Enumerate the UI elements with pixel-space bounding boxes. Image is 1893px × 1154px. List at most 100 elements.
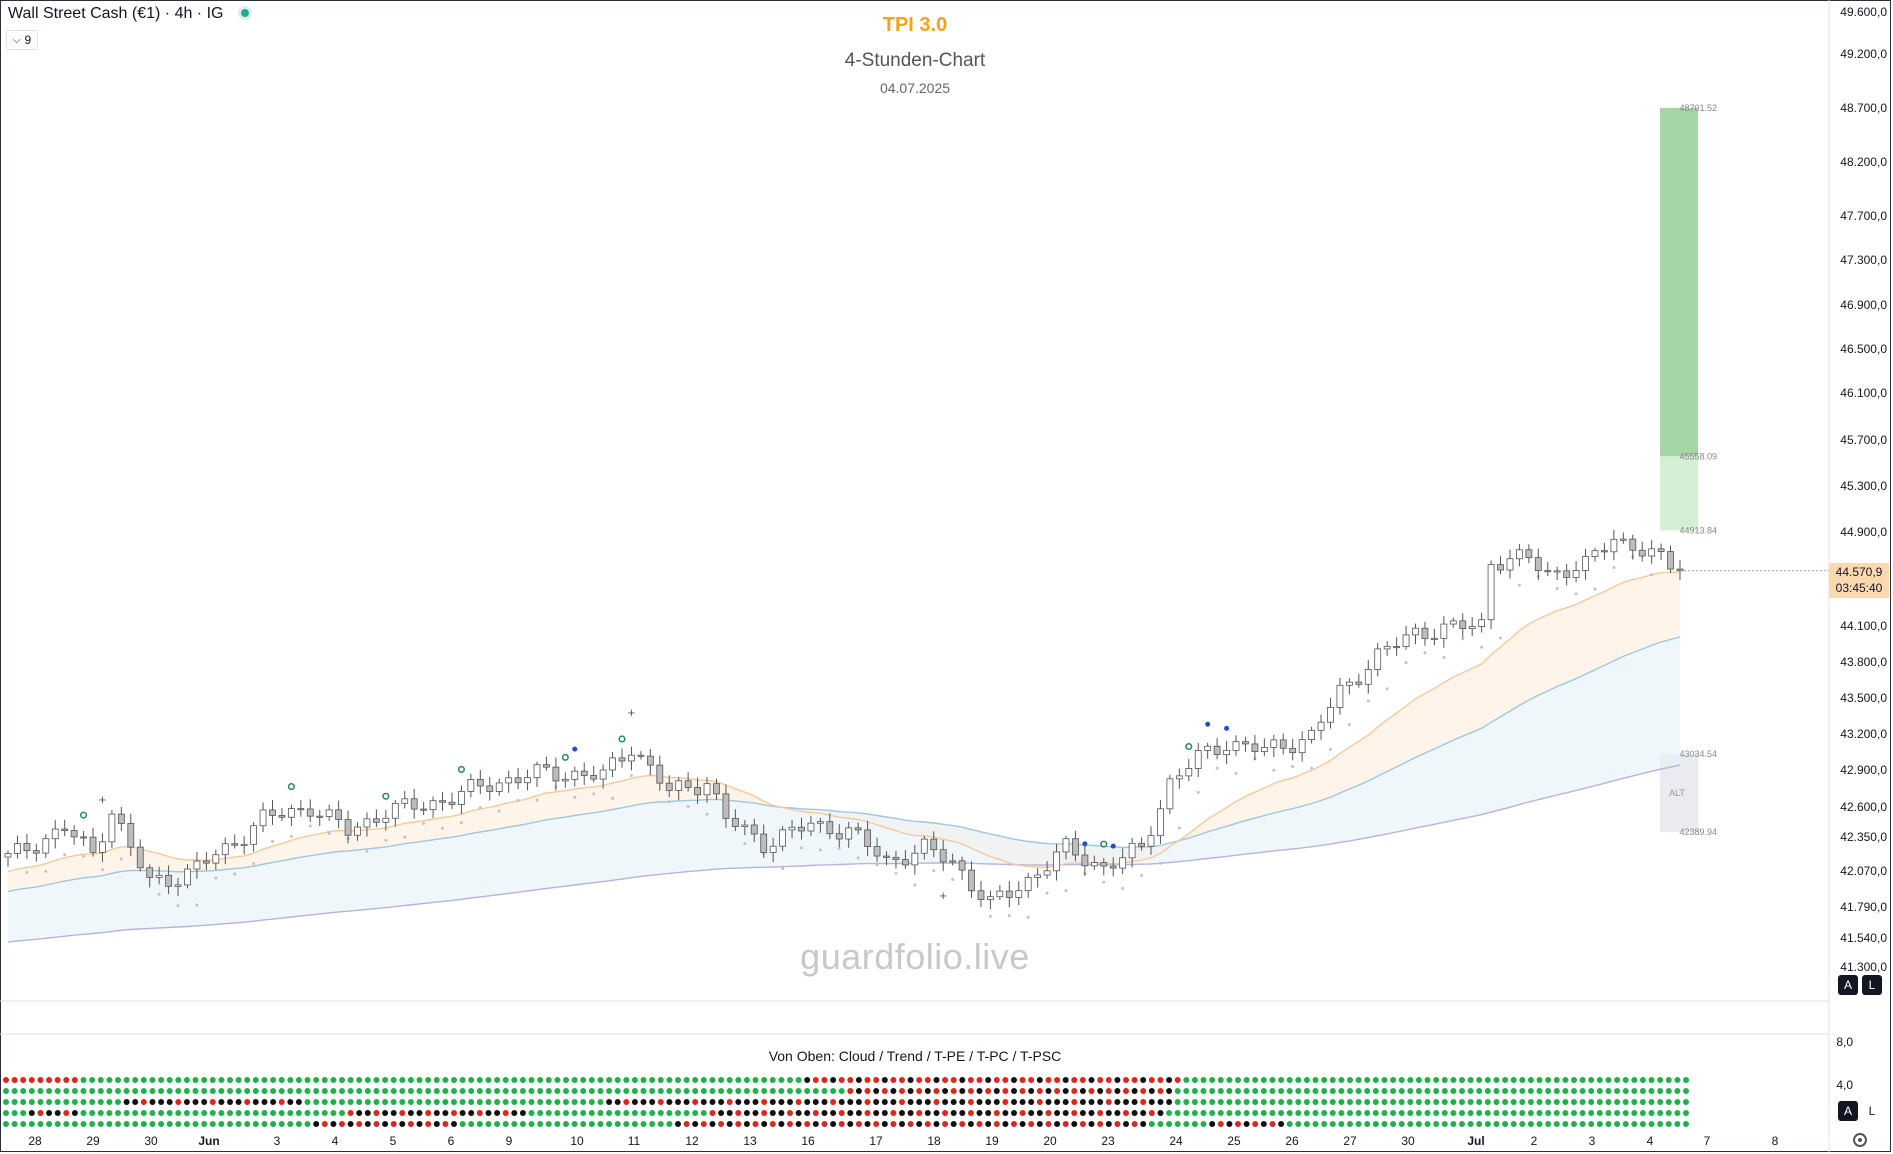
pane-auto-scale-button[interactable]: A xyxy=(1838,1101,1858,1121)
candle-body xyxy=(1043,870,1051,876)
candle-body xyxy=(240,843,248,846)
symbol-label: Wall Street Cash (€1) · 4h · IG xyxy=(8,5,224,22)
indicator-dot xyxy=(339,1121,345,1127)
candle xyxy=(1053,843,1060,881)
trail-dot xyxy=(1310,766,1314,770)
target-label: 48701.52 xyxy=(1679,103,1717,113)
indicator-dot xyxy=(950,1110,957,1116)
candle xyxy=(1081,845,1089,876)
indicator-dot xyxy=(873,1121,880,1127)
indicator-dot xyxy=(675,1121,681,1127)
trail-dot xyxy=(1442,656,1446,660)
settings-gear-icon[interactable] xyxy=(1853,1133,1867,1147)
indicator-dot xyxy=(554,1099,561,1105)
indicator-dot xyxy=(494,1088,501,1094)
indicator-dot xyxy=(1381,1088,1388,1094)
indicator-dot xyxy=(476,1099,483,1105)
trail-dot xyxy=(63,853,67,857)
candle xyxy=(1657,543,1665,561)
indicator-dot xyxy=(1571,1099,1577,1105)
indicator-dot xyxy=(1364,1121,1371,1127)
indicator-dot xyxy=(1502,1088,1509,1094)
indicator-dot xyxy=(657,1099,664,1105)
indicator-dot xyxy=(46,1121,53,1127)
trail-dot xyxy=(25,870,29,874)
trail-dot xyxy=(308,824,312,828)
auto-scale-button[interactable]: A xyxy=(1838,975,1858,995)
indicator-dot xyxy=(1105,1110,1112,1116)
indicator-dot xyxy=(1639,1077,1646,1083)
indicator-dot xyxy=(339,1088,345,1094)
candle-body xyxy=(1260,747,1268,753)
indicator-dot xyxy=(631,1099,638,1105)
indicator-dot xyxy=(873,1099,880,1105)
indicator-dot xyxy=(1407,1110,1414,1116)
indicator-dot xyxy=(683,1121,690,1127)
candle-body xyxy=(1525,549,1533,559)
indicator-collapse-button[interactable]: ⌵ 9 xyxy=(6,30,38,50)
indicator-dot xyxy=(1114,1121,1121,1127)
price-axis-label: 43.800,0 xyxy=(1840,655,1887,669)
indicator-dot xyxy=(1131,1088,1138,1094)
indicator-dot xyxy=(1174,1110,1181,1116)
indicator-dot xyxy=(967,1088,974,1094)
indicator-dot xyxy=(1045,1110,1052,1116)
candle-body xyxy=(184,868,191,886)
indicator-dot xyxy=(1321,1088,1328,1094)
indicator-dot xyxy=(28,1077,35,1083)
candle-body xyxy=(637,754,645,757)
indicator-dot xyxy=(46,1099,53,1105)
indicator-dot xyxy=(787,1088,793,1094)
candle xyxy=(1430,628,1438,646)
candle-body xyxy=(1601,550,1608,553)
indicator-dot xyxy=(356,1121,363,1127)
indicator-dot xyxy=(1045,1088,1052,1094)
candle xyxy=(382,810,390,831)
indicator-dot xyxy=(812,1110,819,1116)
indicator-dot xyxy=(907,1121,914,1127)
indicator-dot xyxy=(1002,1099,1009,1105)
indicator-dot xyxy=(1657,1099,1664,1105)
indicator-dot xyxy=(1639,1099,1646,1105)
indicator-dot xyxy=(270,1121,277,1127)
indicator-dot xyxy=(657,1121,664,1127)
indicator-dot xyxy=(416,1110,423,1116)
indicator-dot xyxy=(537,1121,544,1127)
indicator-dot xyxy=(1054,1099,1061,1105)
indicator-dot xyxy=(37,1077,44,1083)
indicator-dot xyxy=(1407,1088,1414,1094)
indicator-dot xyxy=(20,1088,27,1094)
indicator-dot xyxy=(321,1077,328,1083)
indicator-dot xyxy=(459,1088,466,1094)
signal-marker xyxy=(1205,721,1211,727)
indicator-dot xyxy=(1372,1088,1379,1094)
candle-body xyxy=(571,770,579,780)
indicator-dot xyxy=(270,1110,277,1116)
indicator-dot xyxy=(614,1077,621,1083)
indicator-dot xyxy=(11,1121,18,1127)
indicator-dot xyxy=(1390,1110,1397,1116)
indicator-dot xyxy=(1217,1099,1224,1105)
pane-log-scale-button[interactable]: L xyxy=(1862,1101,1882,1121)
indicator-dot xyxy=(313,1099,320,1105)
symbol-title[interactable]: Wall Street Cash (€1) · 4h · IG xyxy=(8,5,250,23)
candle xyxy=(495,778,503,796)
indicator-dot xyxy=(1450,1110,1457,1116)
indicator-dot xyxy=(1166,1121,1173,1127)
candle-body xyxy=(788,826,796,831)
indicator-dot xyxy=(1415,1099,1422,1105)
log-scale-button[interactable]: L xyxy=(1862,975,1882,995)
trail-dot xyxy=(1593,587,1597,591)
indicator-dot xyxy=(1657,1088,1664,1094)
candle xyxy=(297,800,305,817)
indicator-dot xyxy=(502,1088,509,1094)
indicator-dot xyxy=(1191,1121,1198,1127)
indicator-dot xyxy=(1105,1121,1112,1127)
indicator-dot xyxy=(89,1077,96,1083)
indicator-dot xyxy=(907,1099,914,1105)
candle xyxy=(722,784,730,828)
candle xyxy=(1534,548,1542,580)
candle-body xyxy=(987,896,994,900)
candle xyxy=(807,815,815,836)
